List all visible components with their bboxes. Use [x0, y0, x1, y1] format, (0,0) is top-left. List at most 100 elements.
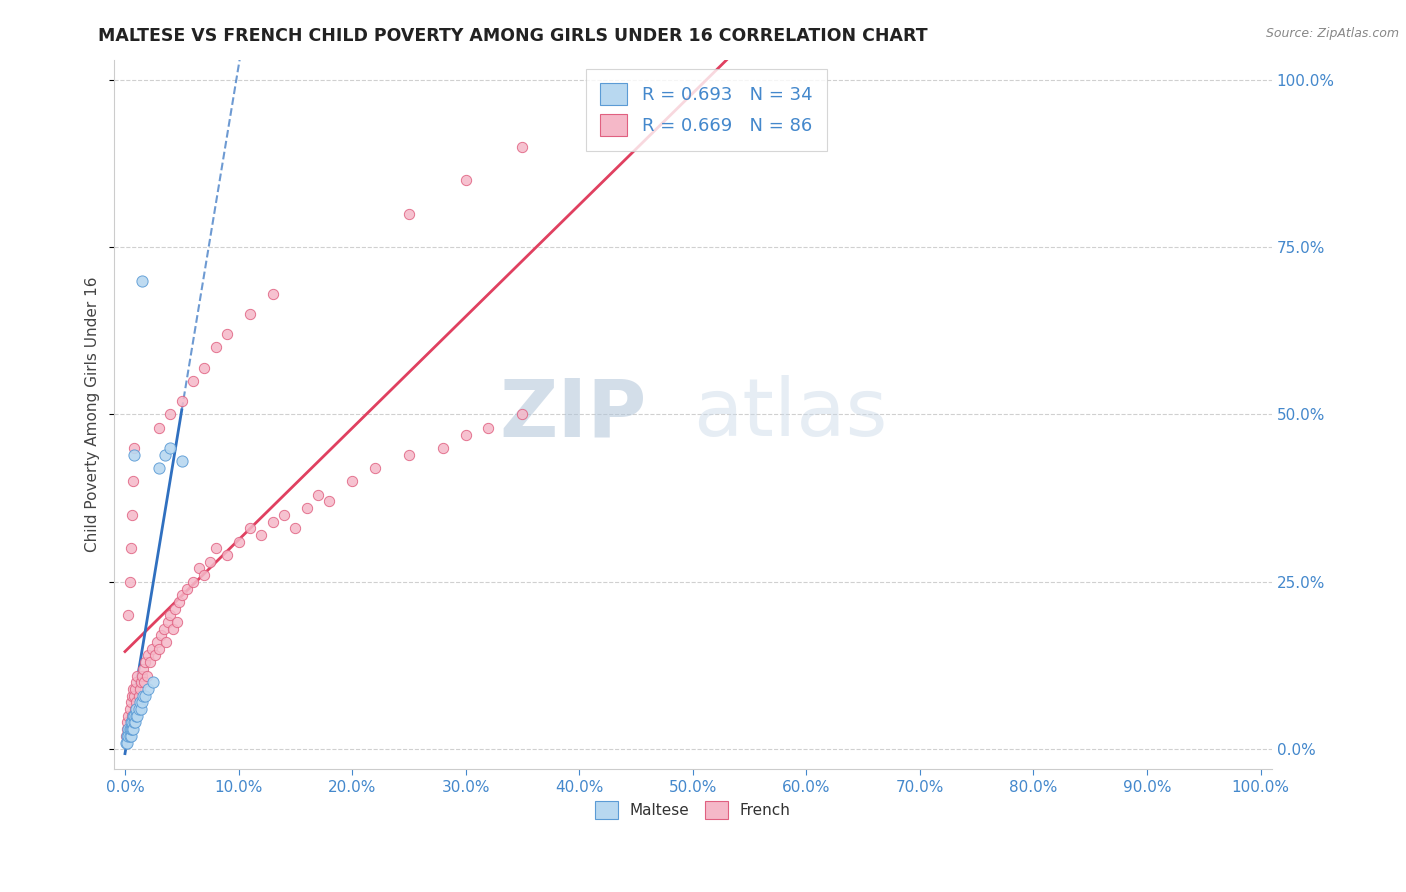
- Point: [122, 681, 145, 696]
- Point: [127, 708, 149, 723]
- Point: [125, 695, 148, 709]
- Point: [170, 394, 193, 409]
- Point: [127, 668, 149, 682]
- Point: [217, 548, 239, 562]
- Point: [157, 615, 180, 629]
- Point: [132, 689, 155, 703]
- Point: [134, 689, 156, 703]
- Point: [454, 427, 477, 442]
- Point: [122, 715, 145, 730]
- Point: [125, 708, 148, 723]
- Text: ZIP: ZIP: [499, 376, 647, 453]
- Point: [159, 608, 181, 623]
- Point: [122, 708, 145, 723]
- Point: [117, 729, 139, 743]
- Point: [217, 327, 239, 342]
- Point: [512, 408, 534, 422]
- Point: [170, 588, 193, 602]
- Point: [121, 689, 143, 703]
- Point: [273, 508, 295, 522]
- Point: [364, 461, 387, 475]
- Point: [118, 574, 141, 589]
- Point: [250, 528, 273, 542]
- Point: [136, 648, 159, 663]
- Point: [141, 641, 163, 656]
- Point: [198, 555, 221, 569]
- Point: [125, 675, 148, 690]
- Point: [228, 534, 250, 549]
- Point: [120, 722, 142, 736]
- Point: [122, 708, 145, 723]
- Point: [318, 494, 340, 508]
- Point: [122, 715, 145, 730]
- Point: [239, 307, 262, 321]
- Point: [159, 408, 181, 422]
- Point: [398, 448, 420, 462]
- Point: [127, 702, 149, 716]
- Point: [131, 274, 153, 288]
- Point: [124, 702, 146, 716]
- Point: [166, 615, 188, 629]
- Point: [120, 715, 142, 730]
- Point: [262, 515, 284, 529]
- Point: [120, 729, 142, 743]
- Point: [121, 508, 143, 522]
- Point: [121, 708, 143, 723]
- Point: [432, 441, 454, 455]
- Point: [122, 441, 145, 455]
- Point: [132, 662, 155, 676]
- Point: [124, 681, 146, 696]
- Point: [134, 655, 156, 669]
- Point: [115, 729, 138, 743]
- Point: [136, 681, 159, 696]
- Point: [187, 561, 209, 575]
- Point: [477, 421, 499, 435]
- Legend: Maltese, French: Maltese, French: [589, 795, 797, 825]
- Point: [512, 139, 534, 153]
- Y-axis label: Child Poverty Among Girls Under 16: Child Poverty Among Girls Under 16: [86, 277, 100, 552]
- Point: [169, 595, 191, 609]
- Point: [120, 695, 142, 709]
- Point: [129, 675, 152, 690]
- Point: [122, 448, 145, 462]
- Point: [454, 173, 477, 187]
- Point: [122, 689, 145, 703]
- Point: [118, 729, 141, 743]
- Point: [176, 582, 198, 596]
- Point: [148, 421, 170, 435]
- Point: [117, 608, 139, 623]
- Point: [128, 681, 150, 696]
- Point: [117, 722, 139, 736]
- Point: [284, 521, 307, 535]
- Point: [131, 695, 153, 709]
- Point: [117, 708, 139, 723]
- Point: [121, 722, 143, 736]
- Point: [118, 702, 141, 716]
- Point: [148, 461, 170, 475]
- Point: [159, 441, 181, 455]
- Point: [122, 708, 145, 723]
- Point: [142, 675, 165, 690]
- Point: [398, 206, 420, 220]
- Point: [117, 729, 139, 743]
- Point: [124, 715, 146, 730]
- Point: [117, 715, 139, 730]
- Point: [150, 628, 173, 642]
- Point: [307, 488, 329, 502]
- Point: [193, 360, 215, 375]
- Point: [262, 287, 284, 301]
- Point: [152, 622, 174, 636]
- Point: [122, 722, 145, 736]
- Point: [146, 635, 169, 649]
- Point: [153, 448, 176, 462]
- Point: [162, 622, 184, 636]
- Point: [128, 689, 150, 703]
- Point: [120, 541, 142, 556]
- Point: [239, 521, 262, 535]
- Point: [118, 722, 141, 736]
- Point: [117, 722, 139, 736]
- Point: [125, 702, 148, 716]
- Point: [155, 635, 177, 649]
- Point: [193, 568, 215, 582]
- Point: [181, 374, 204, 388]
